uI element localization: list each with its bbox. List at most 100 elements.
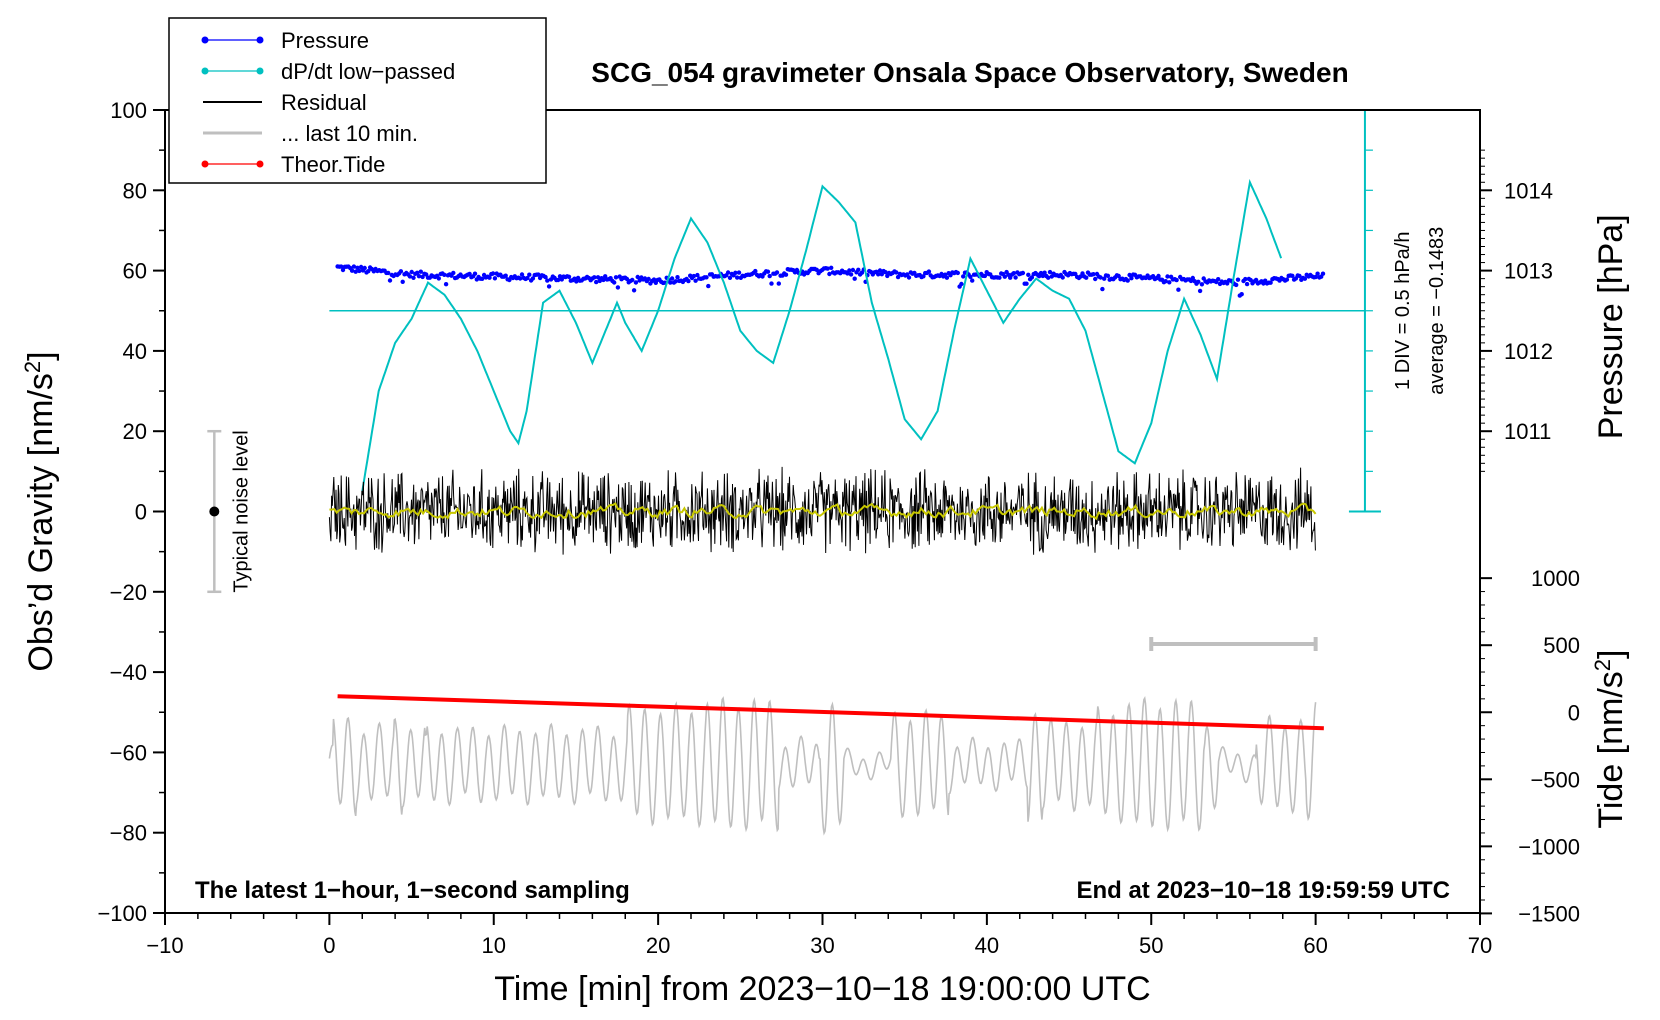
pressure-point xyxy=(1239,292,1244,297)
pressure-point xyxy=(765,269,771,274)
pressure-point xyxy=(859,270,865,275)
pressure-point xyxy=(1297,273,1302,279)
tide-tick-label: 0 xyxy=(1568,700,1580,725)
pressure-point xyxy=(1129,276,1134,281)
pressure-point xyxy=(400,279,405,284)
pressure-point xyxy=(961,274,966,279)
pressure-point xyxy=(1013,275,1018,280)
pressure-point xyxy=(594,279,599,285)
pressure-point xyxy=(982,273,988,279)
pressure-point xyxy=(386,270,391,276)
pressure-point xyxy=(1199,282,1205,287)
pressure-point xyxy=(1234,282,1239,288)
legend-marker xyxy=(256,160,264,168)
pressure-point xyxy=(1165,274,1170,279)
pressure-point xyxy=(612,280,617,285)
x-axis-label: Time [min] from 2023−10−18 19:00:00 UTC xyxy=(494,970,1150,1008)
legend-box xyxy=(168,17,547,184)
pressure-point xyxy=(921,274,926,279)
y-tick-label: 20 xyxy=(123,419,147,444)
pressure-point xyxy=(668,280,673,285)
pressure-point xyxy=(906,275,912,280)
y-tick-label: 80 xyxy=(123,178,147,203)
legend-marker xyxy=(201,67,209,75)
pressure-point xyxy=(556,277,561,283)
y-tick-label: −40 xyxy=(110,660,147,685)
pressure-point xyxy=(673,279,678,284)
y-tick-label: −20 xyxy=(110,580,147,605)
pressure-point xyxy=(651,277,657,282)
pressure-tick-label: 1013 xyxy=(1504,259,1553,284)
pressure-point xyxy=(968,274,973,279)
last-10-min-line xyxy=(328,696,1317,836)
pressure-point xyxy=(767,273,772,279)
pressure-point xyxy=(633,280,639,285)
pressure-scale-div-label: 1 DIV = 0.5 hPa/h xyxy=(1392,232,1414,390)
pressure-point xyxy=(646,276,651,282)
pressure-point xyxy=(631,288,637,293)
legend-label: Residual xyxy=(281,90,367,115)
pressure-point xyxy=(847,268,852,273)
pressure-point xyxy=(1100,286,1105,292)
pressure-point xyxy=(353,269,358,274)
pressure-point xyxy=(894,270,899,275)
pressure-point xyxy=(601,277,606,283)
pressure-point xyxy=(536,272,541,277)
pressure-point xyxy=(574,279,579,284)
pressure-point xyxy=(530,276,536,281)
y-tick-label: 60 xyxy=(123,259,147,284)
pressure-point xyxy=(1060,275,1065,280)
series--last-10-min- xyxy=(328,696,1317,836)
pressure-point xyxy=(592,275,597,280)
pressure-point xyxy=(1197,288,1203,294)
pressure-point xyxy=(1268,280,1273,285)
pressure-point xyxy=(1216,277,1221,282)
pressure-point xyxy=(926,269,932,274)
pressure-point xyxy=(704,275,709,280)
plot-area: 1 DIV = 0.5 hPa/h average = −0.1483 Typica… xyxy=(207,109,1448,836)
pressure-point xyxy=(525,275,530,281)
pressure-point xyxy=(735,275,740,280)
pressure-point xyxy=(852,276,857,281)
pressure-point xyxy=(351,264,357,269)
pressure-point xyxy=(1042,270,1047,275)
pressure-point xyxy=(1315,271,1320,276)
pressure-point xyxy=(1024,281,1029,286)
pressure-point xyxy=(877,268,883,273)
y-tick-label: 40 xyxy=(123,339,147,364)
legend-marker xyxy=(256,67,264,75)
pressure-point xyxy=(1302,276,1308,281)
pressure-point xyxy=(595,275,601,280)
y-tick-label: −80 xyxy=(110,821,147,846)
pressure-point xyxy=(733,270,738,275)
pressure-point xyxy=(1248,277,1253,283)
pressure-point xyxy=(895,274,901,280)
series-residual xyxy=(328,466,1316,555)
pressure-point xyxy=(736,270,742,275)
pressure-point xyxy=(357,268,362,274)
pressure-point xyxy=(415,270,420,275)
pressure-point xyxy=(856,267,861,272)
pressure-point xyxy=(503,273,508,278)
pressure-tick-label: 1011 xyxy=(1504,419,1551,444)
pressure-point xyxy=(1084,275,1089,280)
pressure-point xyxy=(1002,274,1007,279)
y-axis-label-tide: Tide [nm/s2] xyxy=(1590,649,1631,828)
pressure-point xyxy=(527,272,532,277)
pressure-point xyxy=(1093,276,1098,282)
x-tick-label: 30 xyxy=(810,933,834,958)
pressure-point xyxy=(1190,275,1196,281)
pressure-point xyxy=(1196,279,1201,284)
pressure-point xyxy=(358,264,364,270)
tide-tick-label: −1000 xyxy=(1518,834,1580,859)
noise-bar-label: Typical noise level xyxy=(230,430,252,592)
chart-title: SCG_054 gravimeter Onsala Space Observat… xyxy=(591,57,1348,88)
pressure-point xyxy=(1040,273,1046,279)
x-tick-label: −10 xyxy=(146,933,183,958)
legend-label: ... last 10 min. xyxy=(281,121,418,146)
pressure-point xyxy=(814,267,819,272)
pressure-point xyxy=(959,281,964,287)
y-tick-label: −60 xyxy=(110,740,147,765)
pressure-point xyxy=(1102,276,1107,281)
pressure-point xyxy=(769,281,774,286)
